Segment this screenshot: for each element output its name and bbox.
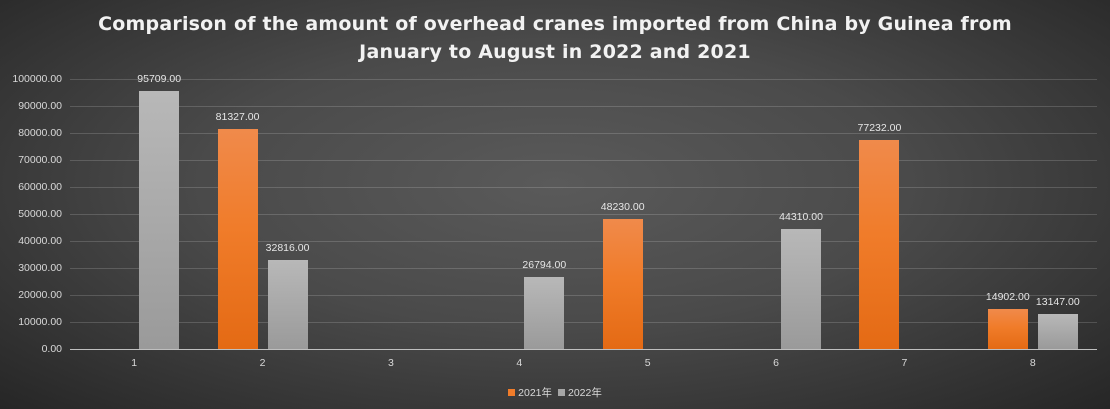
x-tick-label: 2 — [259, 357, 266, 369]
bar-2022-6[interactable] — [781, 229, 822, 349]
gridline — [70, 214, 1097, 215]
legend-label: 2021年 — [518, 387, 552, 399]
y-tick-label: 90000.00 — [18, 100, 62, 112]
x-tick-label: 1 — [131, 357, 138, 369]
y-tick-label: 40000.00 — [18, 235, 62, 247]
y-tick-label: 80000.00 — [18, 127, 62, 139]
x-tick-label: 3 — [388, 357, 394, 369]
y-tick-label: 70000.00 — [18, 154, 62, 166]
x-tick-label: 5 — [644, 357, 651, 369]
gridline — [70, 160, 1097, 161]
chart-title-line-1: Comparison of the amount of overhead cra… — [98, 13, 1012, 35]
bar-2022-2[interactable] — [267, 260, 308, 349]
bar-2022-1[interactable] — [139, 90, 180, 349]
gridline — [70, 295, 1097, 296]
data-label: 13147.00 — [1035, 295, 1080, 308]
bar-2021-2[interactable] — [217, 129, 258, 349]
data-label: 77232.00 — [857, 122, 902, 135]
gridline — [70, 322, 1097, 323]
bar-2021-7[interactable] — [859, 140, 900, 349]
y-tick-label: 100000.00 — [12, 73, 62, 85]
gridline — [70, 187, 1097, 188]
data-label: 81327.00 — [215, 111, 260, 124]
data-label: 26794.00 — [522, 258, 567, 271]
legend-swatch-icon — [558, 389, 565, 396]
legend-label: 2022年 — [568, 387, 602, 399]
y-tick-label: 60000.00 — [18, 181, 62, 193]
gridline — [70, 241, 1097, 242]
gridline — [70, 106, 1097, 107]
y-tick-label: 30000.00 — [18, 262, 62, 274]
y-tick-label: 0.00 — [41, 343, 62, 355]
y-tick-label: 10000.00 — [18, 316, 62, 328]
chart-title: Comparison of the amount of overhead cra… — [0, 10, 1110, 66]
legend-item-2021[interactable]: 2021年 — [508, 385, 552, 400]
bar-2021-5[interactable] — [602, 218, 643, 349]
y-tick-label: 20000.00 — [18, 289, 62, 301]
x-tick-label: 8 — [1029, 357, 1036, 369]
x-tick-label: 7 — [901, 357, 908, 369]
x-axis-line — [70, 349, 1097, 350]
legend: 2021年 2022年 — [0, 385, 1110, 400]
data-label: 14902.00 — [985, 290, 1030, 303]
bar-2022-8[interactable] — [1037, 313, 1078, 349]
x-tick-label: 4 — [516, 357, 523, 369]
gridline — [70, 268, 1097, 269]
data-label: 48230.00 — [600, 200, 645, 213]
gridline — [70, 133, 1097, 134]
bar-2021-8[interactable] — [987, 308, 1028, 349]
legend-swatch-icon — [508, 389, 516, 396]
data-label: 32816.00 — [265, 242, 310, 255]
y-tick-label: 50000.00 — [18, 208, 62, 220]
legend-item-2022[interactable]: 2022年 — [558, 385, 602, 400]
data-label: 95709.00 — [137, 72, 182, 85]
gridline — [70, 79, 1097, 80]
data-label: 44310.00 — [779, 211, 823, 224]
bar-2022-4[interactable] — [524, 276, 565, 349]
x-tick-label: 6 — [773, 357, 779, 369]
chart-title-line-2: January to August in 2022 and 2021 — [359, 41, 751, 63]
